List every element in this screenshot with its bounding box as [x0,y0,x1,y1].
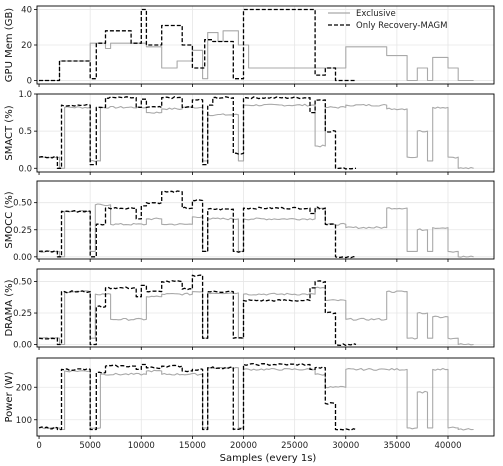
panel-frame [36,93,495,173]
panel-0: 0 20 40 GPU Mem (GB) [4,6,495,87]
series-line-recovery-magm [38,362,357,431]
legend-label: Only Recovery-MAGM [356,21,447,31]
y-tick-label: 0.5 [18,127,32,137]
series-line-exclusive [38,203,474,258]
x-tick-label: 35000 [383,441,410,451]
x-axis-label: Samples (every 1s) [220,453,317,464]
y-axis-label-3: DRAMA (%) [4,279,15,336]
y-axis-label-2: SMOCC (%) [4,191,15,248]
x-tick-label: 20000 [230,441,257,451]
y-tick-label: 0.00 [13,340,32,350]
y-tick-label: 0.50 [13,278,32,288]
y-tick-label: 0 [27,76,32,86]
series-line-recovery-magm [38,274,357,347]
x-tick-label: 30000 [332,441,359,451]
panel-4: 100 200 0 5000 10000 15000 20000 25000 30000 3500… [4,357,495,451]
y-tick-label: 1.0 [18,90,32,100]
y-tick-label: 40 [21,6,32,16]
series-line-recovery-magm [39,8,356,82]
panel-frame [36,268,495,348]
y-tick-label: 0.0 [18,164,32,174]
y-tick-label: 0.50 [13,199,32,209]
x-tick-label: 5000 [79,441,101,451]
y-axis-label-0: GPU Mem (GB) [4,8,15,82]
panel-frame [36,180,495,260]
panel-frame [36,357,495,437]
x-tick-label: 15000 [179,441,206,451]
series-line-exclusive [39,30,474,82]
x-tick-label: 0 [36,441,41,451]
x-tick-label: 40000 [434,441,461,451]
x-tick-label: 25000 [281,441,308,451]
x-tick-label: 10000 [128,441,155,451]
series-line-recovery-magm [38,96,357,170]
legend: Exclusive Only Recovery-MAGM [328,9,447,31]
series-line-exclusive [38,286,474,346]
y-tick-label: 0.25 [13,309,32,319]
y-tick-label: 0.25 [13,226,32,236]
legend-label: Exclusive [356,9,396,19]
series-line-exclusive [38,103,474,170]
series-line-recovery-magm [38,190,357,259]
y-tick-label: 100 [16,416,32,426]
y-tick-label: 0.00 [13,253,32,263]
y-tick-label: 200 [16,383,32,393]
y-tick-label: 20 [21,41,32,51]
y-axis-label-4: Power (W) [4,371,15,422]
series-line-exclusive [38,366,474,431]
y-axis-label-1: SMACT (%) [4,105,15,160]
